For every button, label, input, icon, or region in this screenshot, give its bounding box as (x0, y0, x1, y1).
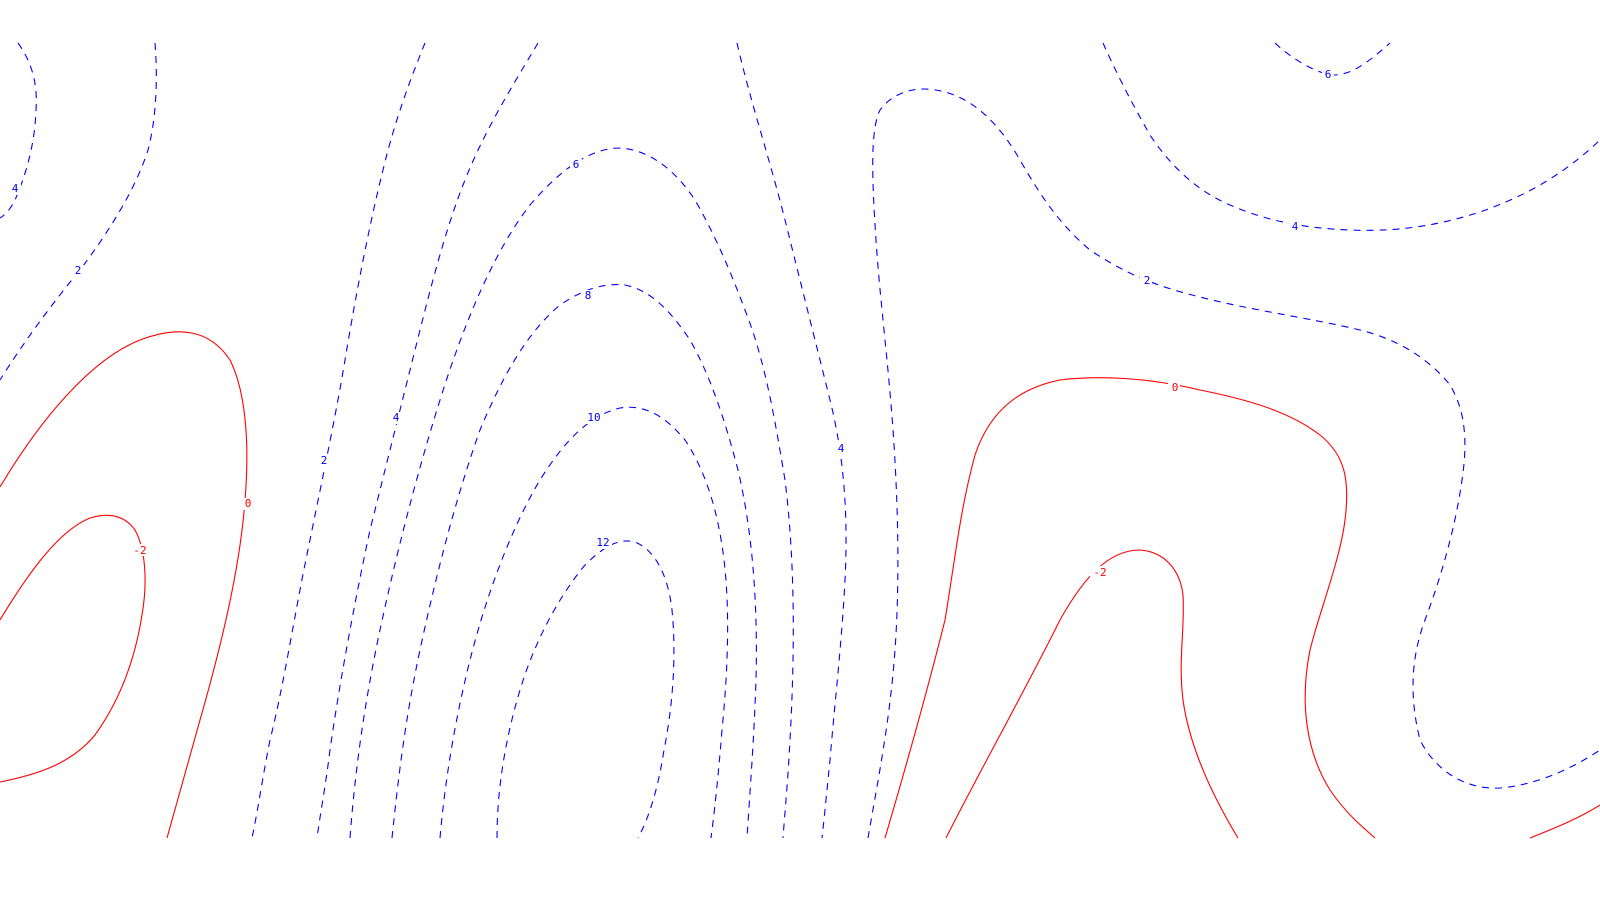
contour-line-10 (439, 406, 729, 839)
contour-line-6-topright (1274, 42, 1391, 76)
contour-line-2-mid (251, 42, 426, 839)
contour-label: -2 (133, 544, 146, 557)
contour-label: 2 (321, 454, 328, 467)
contour-label: 12 (596, 536, 609, 549)
contour-label: 4 (1292, 220, 1299, 233)
contour-line-0-far-right (1529, 804, 1600, 839)
contour-line-0-right (884, 377, 1376, 839)
contour-label: 2 (75, 264, 82, 277)
contour-line-4-right (1102, 42, 1600, 231)
contour-label: 4 (393, 411, 400, 424)
contour-line-2-topleft (0, 42, 157, 381)
contour-line-0-left (0, 331, 248, 839)
contour-line-12 (496, 540, 675, 839)
contour-line-neg2-left (0, 514, 146, 783)
contour-line-6 (349, 147, 794, 839)
contour-label: -2 (1093, 566, 1106, 579)
contour-label: 6 (573, 158, 580, 171)
contour-label: 10 (587, 411, 600, 424)
contour-line-4-centerright (736, 42, 847, 839)
contour-line-2-right (867, 88, 1600, 839)
contour-label: 8 (585, 289, 592, 302)
contour-label: 4 (12, 182, 19, 195)
contour-labels: 0 -2 0 -2 4 2 2 4 6 8 10 12 4 2 4 6 (9, 68, 1334, 579)
contour-label: 0 (245, 497, 252, 510)
contour-line-neg2-right (945, 549, 1239, 839)
contour-label: 4 (838, 442, 845, 455)
contour-label: 0 (1172, 381, 1179, 394)
contour-line-4-topleft (0, 42, 37, 219)
contour-label: 2 (1144, 274, 1151, 287)
contour-line-8 (391, 284, 757, 839)
contour-label: 6 (1325, 68, 1332, 81)
contour-line-4-mid (316, 42, 539, 839)
